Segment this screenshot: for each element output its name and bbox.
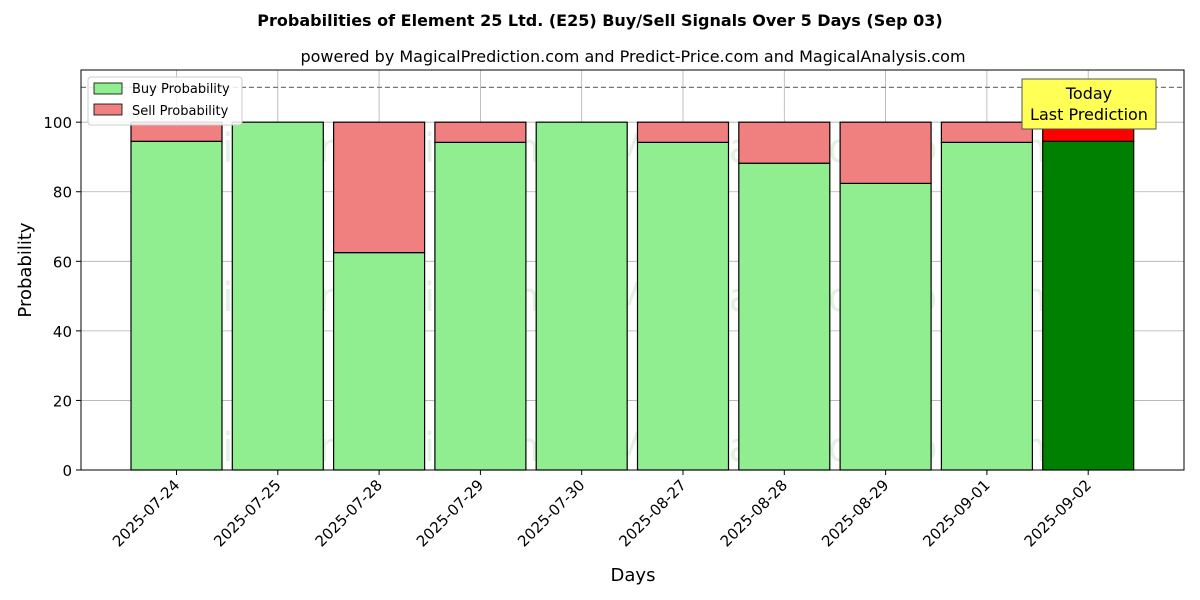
- buy-bar-2025-07-30: [535, 121, 628, 471]
- sell-bar-2025-08-28: [738, 121, 831, 164]
- chart-title: Probabilities of Element 25 Ltd. (E25) B…: [257, 11, 942, 30]
- buy-bar-2025-07-28: [333, 252, 426, 471]
- annotation-box: [1021, 78, 1157, 130]
- x-axis-label: Days: [611, 565, 656, 586]
- plot-frame: [80, 69, 1185, 471]
- x-tick-label-0: 2025-07-24: [109, 476, 183, 550]
- legend: Buy Probability Sell Probability: [87, 76, 243, 126]
- annotation-line-2: Last Prediction: [1030, 105, 1148, 124]
- sell-bar-2025-08-29: [839, 121, 932, 184]
- sell-bar-2025-09-01: [940, 121, 1034, 143]
- y-tick-label-1: 20: [53, 392, 72, 410]
- buy-bar-2025-09-02: [1042, 140, 1135, 471]
- legend-swatch-buy: [93, 82, 123, 95]
- legend-label-sell: Sell Probability: [132, 104, 229, 119]
- buy-bar-2025-07-29: [434, 141, 527, 471]
- buy-bar-2025-07-25: [231, 121, 324, 471]
- y-tick-label-4: 80: [53, 184, 72, 202]
- sell-bar-2025-07-29: [434, 121, 527, 143]
- y-tick-label-0: 0: [62, 462, 72, 480]
- annotation-line-1: Today: [1065, 84, 1112, 103]
- x-tick-label-9: 2025-09-02: [1021, 476, 1095, 550]
- x-tick-label-7: 2025-08-29: [818, 476, 892, 550]
- x-tick-label-1: 2025-07-25: [210, 476, 284, 550]
- buy-bar-2025-07-24: [130, 140, 223, 471]
- legend-swatch-sell: [93, 103, 123, 116]
- legend-box: [87, 76, 243, 126]
- buy-bar-2025-08-28: [738, 162, 831, 471]
- y-tick-label-3: 60: [53, 253, 72, 271]
- buy-bar-2025-08-27: [636, 141, 730, 471]
- y-tick-label-2: 40: [53, 323, 72, 341]
- chart-subtitle: powered by MagicalPrediction.com and Pre…: [300, 47, 965, 66]
- x-tick-label-2: 2025-07-28: [312, 476, 386, 550]
- buy-bar-2025-09-01: [940, 141, 1034, 471]
- legend-label-buy: Buy Probability: [132, 82, 230, 97]
- x-tick-label-3: 2025-07-29: [413, 476, 487, 550]
- x-tick-label-6: 2025-08-28: [717, 476, 791, 550]
- x-tick-label-8: 2025-09-01: [919, 476, 993, 550]
- x-tick-label-5: 2025-08-27: [615, 476, 689, 550]
- sell-bar-2025-07-28: [333, 121, 426, 254]
- x-tick-label-4: 2025-07-30: [514, 476, 588, 550]
- today-annotation: Today Last Prediction: [1021, 78, 1157, 130]
- y-axis-label: Probability: [15, 222, 36, 317]
- sell-bar-2025-08-27: [636, 121, 730, 143]
- buy-bar-2025-08-29: [839, 182, 932, 471]
- y-tick-label-5: 100: [43, 114, 72, 132]
